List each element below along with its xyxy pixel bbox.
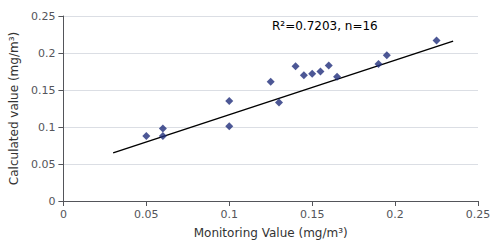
svg-text:Monitoring Value (mg/m³): Monitoring Value (mg/m³) bbox=[194, 226, 348, 240]
svg-text:0.05: 0.05 bbox=[134, 208, 159, 221]
svg-text:0.1: 0.1 bbox=[38, 121, 56, 134]
svg-text:0.1: 0.1 bbox=[220, 208, 238, 221]
svg-text:0.25: 0.25 bbox=[31, 10, 56, 23]
svg-text:0: 0 bbox=[60, 208, 67, 221]
svg-text:0.2: 0.2 bbox=[386, 208, 404, 221]
svg-text:0.05: 0.05 bbox=[31, 158, 56, 171]
svg-text:0: 0 bbox=[48, 195, 55, 208]
svg-text:R²=0.7203, n=16: R²=0.7203, n=16 bbox=[272, 19, 378, 33]
svg-text:Calculated value (mg/m³): Calculated value (mg/m³) bbox=[7, 32, 21, 185]
svg-text:0.15: 0.15 bbox=[31, 84, 56, 97]
svg-text:0.2: 0.2 bbox=[38, 47, 56, 60]
svg-text:0.15: 0.15 bbox=[300, 208, 325, 221]
svg-text:0.25: 0.25 bbox=[466, 208, 491, 221]
